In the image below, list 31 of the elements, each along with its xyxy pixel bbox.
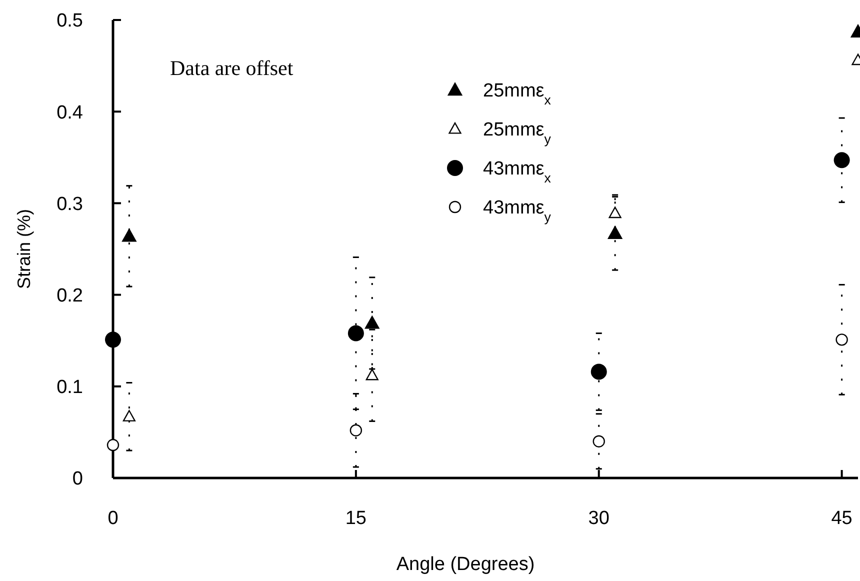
point [122, 410, 136, 422]
point [608, 206, 622, 218]
point [122, 228, 137, 242]
y-tick-label: 0.3 [56, 194, 83, 215]
point [366, 368, 378, 380]
x-tick-label: 0 [108, 508, 118, 529]
point [607, 225, 623, 240]
y-axis-title: Strain (%) [14, 208, 34, 290]
point [105, 332, 121, 348]
point [364, 315, 380, 329]
x-tick-label: 15 [345, 508, 367, 529]
point [106, 438, 120, 452]
y-tick-label: 0.2 [56, 285, 83, 306]
legend-label: 43mmε$_{y}$ [483, 198, 552, 224]
point [836, 334, 848, 346]
legend-label: 25mmε$_{y}$ [483, 120, 552, 146]
annotation: Data are offset [170, 56, 294, 80]
legend-label: 25mmε$_{x}$ [483, 80, 552, 108]
legend-label: 43mmε$_{x}$ [483, 158, 552, 186]
x-axis-title: Angle (Degrees) [396, 554, 535, 575]
point [590, 364, 607, 380]
point [834, 152, 850, 168]
point [350, 424, 362, 436]
point [348, 325, 364, 342]
x-tick-label: 45 [831, 508, 852, 529]
y-tick-label: 0.1 [56, 377, 83, 398]
point [592, 435, 605, 448]
x-tick-label: 30 [588, 508, 610, 529]
y-tick-label: 0 [72, 468, 83, 490]
y-tick-label: 0.5 [56, 10, 83, 32]
y-tick-label: 0.4 [56, 102, 84, 124]
